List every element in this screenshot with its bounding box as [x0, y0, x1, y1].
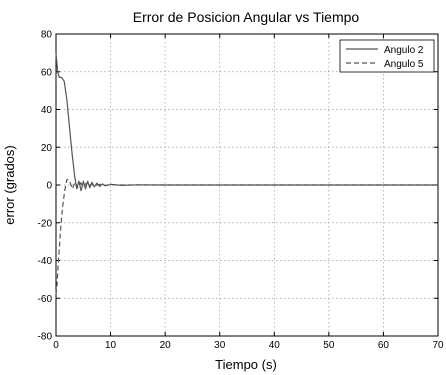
series-line-angulo-2 — [55, 52, 438, 192]
x-tick-label: 20 — [160, 340, 172, 351]
series-lines — [55, 52, 438, 295]
y-tick-label: 40 — [41, 105, 53, 116]
x-tick-label: 70 — [432, 340, 444, 351]
y-tick-label: -40 — [38, 256, 53, 267]
x-tick-label: 40 — [269, 340, 281, 351]
y-tick-label: -20 — [38, 218, 53, 229]
legend: Angulo 2 Angulo 5 — [339, 39, 435, 73]
y-tick-label: 0 — [46, 181, 52, 192]
x-tick-label: 0 — [53, 340, 59, 351]
axis-ticks: 0 10 20 30 40 50 60 70 -80 -60 -40 -20 0 20 40 60 80 — [38, 30, 444, 352]
y-tick-label: -80 — [38, 332, 53, 343]
legend-box — [339, 39, 435, 73]
legend-label-angulo-2: Angulo 2 — [384, 45, 424, 56]
y-tick-label: -60 — [38, 294, 53, 305]
series-line-angulo-5 — [55, 178, 438, 295]
x-tick-label: 30 — [214, 340, 226, 351]
x-tick-label: 10 — [105, 340, 117, 351]
x-axis-label: Tiempo (s) — [215, 357, 277, 372]
x-tick-label: 60 — [378, 340, 390, 351]
chart-title: Error de Posicion Angular vs Tiempo — [133, 9, 360, 25]
y-tick-label: 80 — [41, 30, 53, 41]
y-axis-label: error (grados) — [2, 145, 17, 224]
x-tick-label: 50 — [323, 340, 335, 351]
y-tick-label: 60 — [41, 67, 53, 78]
legend-label-angulo-5: Angulo 5 — [384, 59, 424, 70]
y-tick-label: 20 — [41, 143, 53, 154]
